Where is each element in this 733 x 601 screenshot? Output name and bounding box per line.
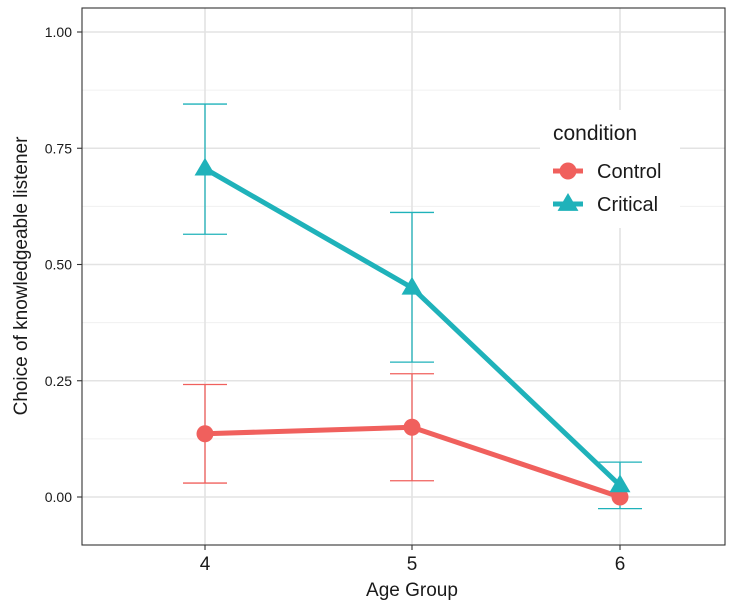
x-tick-label: 6 — [615, 554, 626, 575]
point-control — [611, 488, 629, 506]
y-axis-label: Choice of knowledgeable listener — [11, 136, 32, 416]
x-tick-label: 4 — [200, 554, 211, 575]
y-tick-label: 1.00 — [45, 24, 72, 40]
legend-key-marker — [559, 162, 577, 180]
y-tick-label: 0.25 — [45, 373, 72, 389]
legend-item-control: Control — [553, 161, 661, 183]
y-tick-label: 0.75 — [45, 140, 72, 156]
legend-label: Control — [597, 161, 661, 183]
x-axis-label: Age Group — [366, 580, 458, 601]
point-critical — [194, 157, 216, 176]
plot-panel-border — [81, 7, 726, 546]
y-tick-label: 0.00 — [45, 489, 72, 505]
point-critical — [401, 276, 423, 295]
legend-label: Critical — [597, 194, 658, 216]
x-tick-label: 5 — [407, 554, 418, 575]
legend-title: condition — [553, 122, 637, 145]
axis-layer: 0.00 0.25 0.50 0.75 1.00 4 5 6 — [45, 24, 626, 575]
y-tick-label: 0.50 — [45, 257, 72, 273]
marker-layer — [194, 157, 631, 506]
legend: condition Control Critical — [540, 110, 680, 228]
legend-key-marker — [557, 193, 579, 211]
point-control — [196, 425, 214, 443]
point-critical — [609, 474, 631, 493]
point-control — [403, 418, 421, 436]
legend-item-critical: Critical — [553, 193, 658, 216]
